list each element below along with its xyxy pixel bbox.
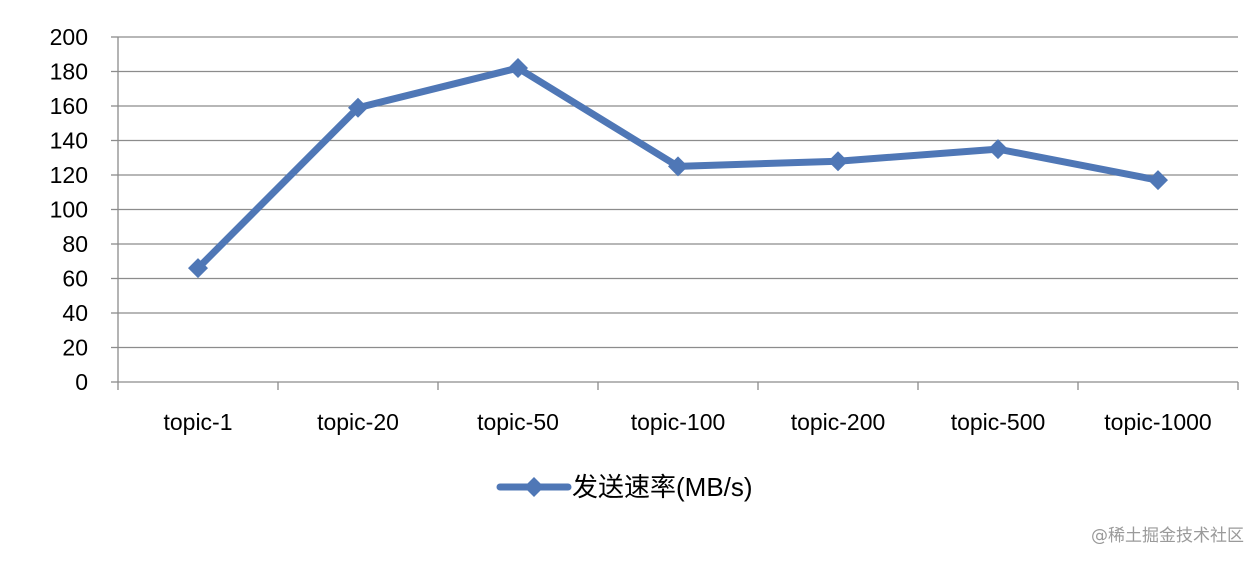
x-tick-label-topic-50: topic-50 bbox=[477, 409, 559, 435]
y-tick-label-180: 180 bbox=[50, 59, 88, 85]
y-tick-label-60: 60 bbox=[62, 266, 88, 292]
x-tick-label-topic-500: topic-500 bbox=[951, 409, 1046, 435]
y-axis-tick-labels: 0 20 40 60 80 100 120 140 160 180 200 bbox=[50, 24, 88, 395]
data-point-topic-200 bbox=[828, 151, 848, 172]
axes bbox=[111, 36, 1239, 390]
y-tick-label-0: 0 bbox=[75, 369, 88, 395]
y-tick-label-100: 100 bbox=[50, 197, 88, 223]
y-tick-label-20: 20 bbox=[62, 335, 88, 361]
data-point-topic-1000 bbox=[1148, 170, 1168, 191]
legend: 发送速率(MB/s) bbox=[496, 472, 753, 502]
x-tick-label-topic-1000: topic-1000 bbox=[1104, 409, 1211, 435]
y-tick-label-160: 160 bbox=[50, 93, 88, 119]
data-point-topic-50 bbox=[508, 58, 528, 79]
legend-label: 发送速率(MB/s) bbox=[572, 472, 753, 502]
data-point-topic-100 bbox=[668, 156, 688, 177]
y-tick-label-120: 120 bbox=[50, 162, 88, 188]
grid-lines bbox=[118, 36, 1238, 349]
x-axis-tick-labels: topic-1 topic-20 topic-50 topic-100 topic-20… bbox=[163, 409, 1211, 435]
series-markers bbox=[188, 58, 1168, 279]
legend-marker-swatch bbox=[524, 477, 544, 497]
x-tick-label-topic-20: topic-20 bbox=[317, 409, 399, 435]
data-point-topic-20 bbox=[348, 97, 368, 118]
y-tick-label-200: 200 bbox=[50, 24, 88, 50]
y-tick-label-40: 40 bbox=[62, 300, 88, 326]
x-tick-label-topic-100: topic-100 bbox=[631, 409, 726, 435]
y-tick-label-140: 140 bbox=[50, 128, 88, 154]
watermark-text: @稀土掘金技术社区 bbox=[1091, 526, 1244, 546]
data-point-topic-1 bbox=[188, 258, 208, 279]
data-point-topic-500 bbox=[988, 139, 1008, 160]
y-tick-label-80: 80 bbox=[62, 231, 88, 257]
x-tick-label-topic-1: topic-1 bbox=[163, 409, 232, 435]
x-tick-label-topic-200: topic-200 bbox=[791, 409, 886, 435]
